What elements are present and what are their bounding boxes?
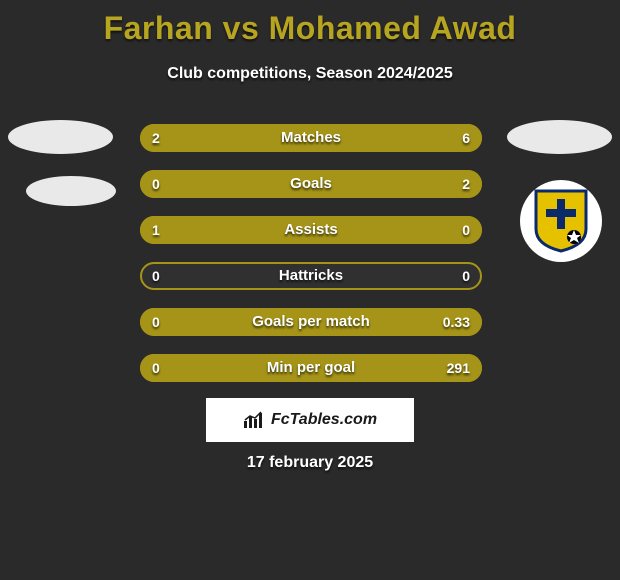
stat-row: Goals0 2 — [140, 170, 482, 198]
stat-row: Min per goal0 291 — [140, 354, 482, 382]
stat-value-left: 1 — [152, 216, 160, 244]
brand-chart-icon — [243, 411, 265, 429]
date-label: 17 february 2025 — [0, 454, 620, 472]
stat-value-left: 0 — [152, 262, 160, 290]
stat-label: Hattricks — [140, 262, 482, 290]
stat-value-left: 0 — [152, 170, 160, 198]
stat-label: Matches — [140, 124, 482, 152]
stat-label: Goals — [140, 170, 482, 198]
stat-value-right: 0 — [462, 216, 470, 244]
stat-value-left: 0 — [152, 354, 160, 382]
stat-value-right: 0.33 — [443, 308, 470, 336]
stat-value-left: 2 — [152, 124, 160, 152]
stat-label: Min per goal — [140, 354, 482, 382]
player-left-avatar-2 — [26, 176, 116, 206]
page-title: Farhan vs Mohamed Awad — [0, 0, 620, 47]
stat-row: Matches2 6 — [140, 124, 482, 152]
subtitle: Club competitions, Season 2024/2025 — [0, 65, 620, 83]
stat-row: Assists1 0 — [140, 216, 482, 244]
stat-label: Assists — [140, 216, 482, 244]
stat-value-left: 0 — [152, 308, 160, 336]
brand-text: FcTables.com — [271, 411, 377, 429]
stat-row: Goals per match0 0.33 — [140, 308, 482, 336]
shield-icon — [532, 189, 590, 253]
stat-label: Goals per match — [140, 308, 482, 336]
player-left-avatar-1 — [8, 120, 113, 154]
club-badge — [520, 180, 602, 262]
stat-value-right: 6 — [462, 124, 470, 152]
stats-container: Matches26Goals02Assists10Hattricks00Goal… — [140, 124, 482, 400]
brand-badge: FcTables.com — [206, 398, 414, 442]
stat-value-right: 0 — [462, 262, 470, 290]
stat-row: Hattricks0 0 — [140, 262, 482, 290]
stat-value-right: 291 — [447, 354, 470, 382]
player-right-avatar-1 — [507, 120, 612, 154]
stat-value-right: 2 — [462, 170, 470, 198]
